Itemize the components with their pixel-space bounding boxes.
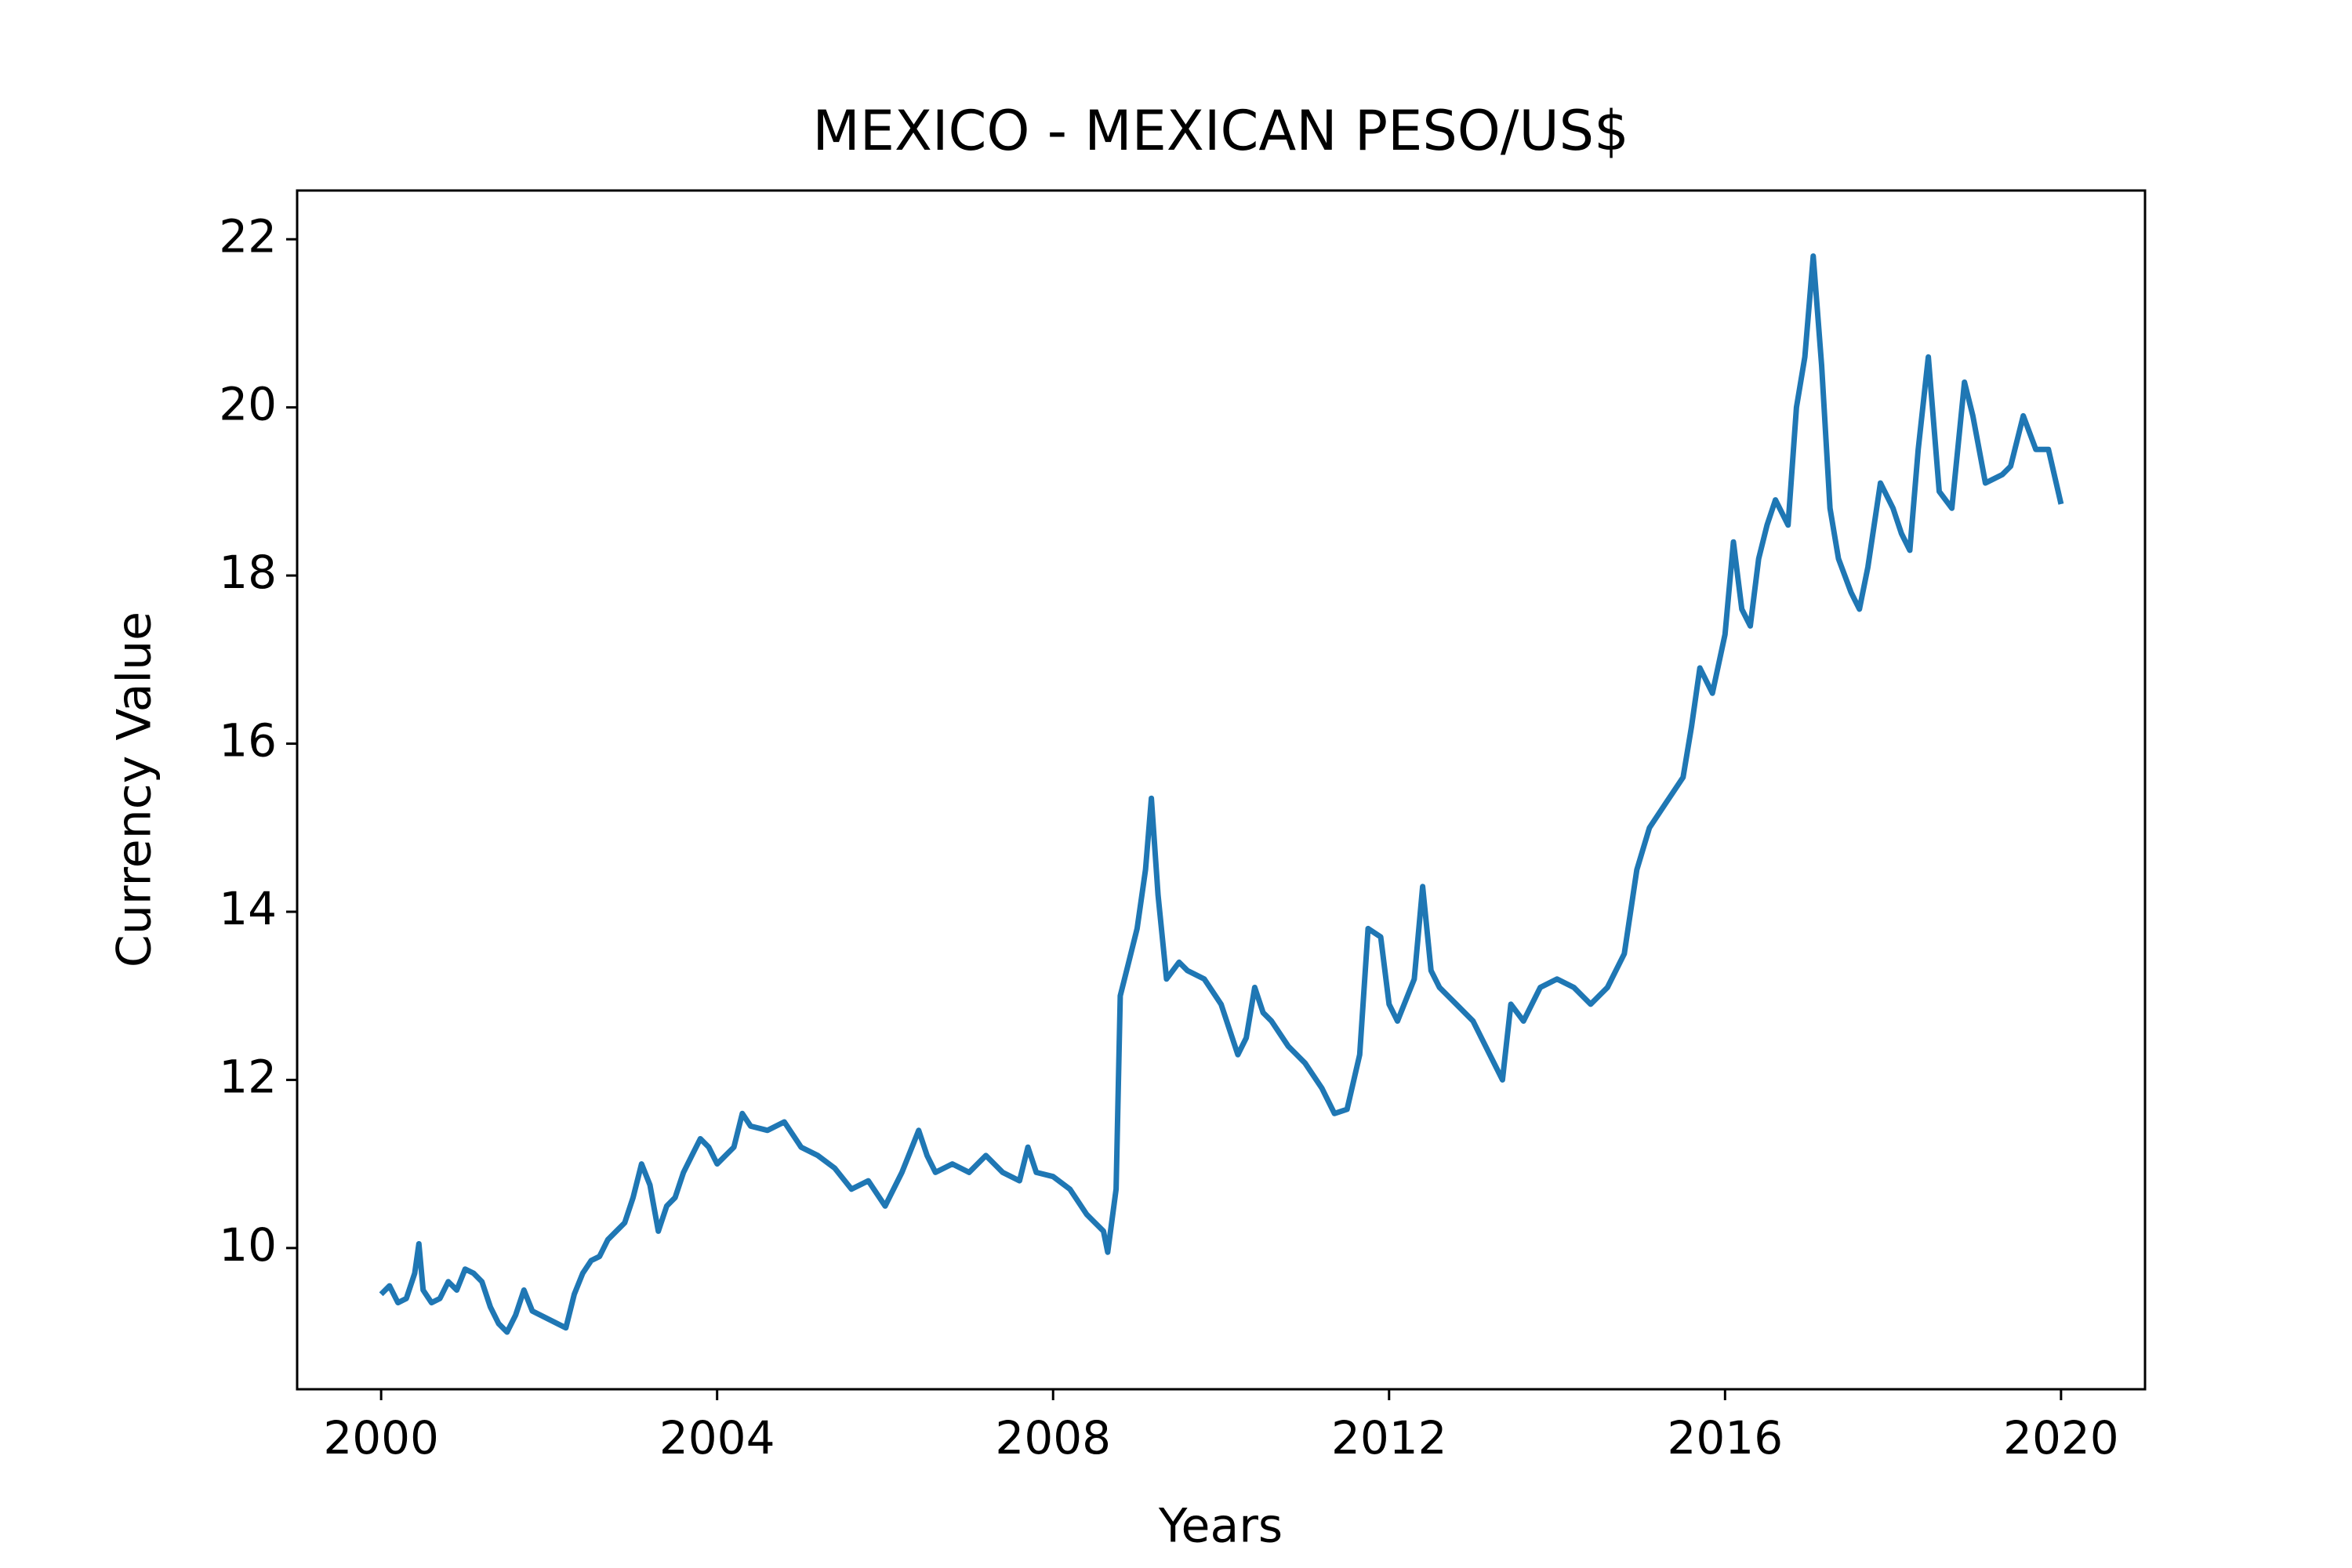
y-tick-label: 10 <box>219 1218 277 1272</box>
y-tick-label: 20 <box>219 378 277 431</box>
y-tick-label: 16 <box>219 714 277 768</box>
x-axis-label: Years <box>1158 1499 1283 1554</box>
x-tick-label: 2016 <box>1668 1411 1784 1465</box>
x-tick-label: 2004 <box>659 1411 775 1465</box>
y-tick-label: 18 <box>219 546 277 599</box>
y-tick-label: 22 <box>219 209 277 263</box>
x-tick-label: 2012 <box>1331 1411 1447 1465</box>
x-tick-label: 2008 <box>995 1411 1111 1465</box>
y-axis-label: Currency Value <box>107 612 162 967</box>
x-tick-label: 2020 <box>2003 1411 2119 1465</box>
chart-title: MEXICO - MEXICAN PESO/US$ <box>812 99 1628 163</box>
plot-frame <box>296 189 2147 1391</box>
x-tick-label: 2000 <box>323 1411 439 1465</box>
y-tick-label: 14 <box>219 882 277 935</box>
data-line <box>379 253 2064 1335</box>
y-tick-label: 12 <box>219 1051 277 1104</box>
